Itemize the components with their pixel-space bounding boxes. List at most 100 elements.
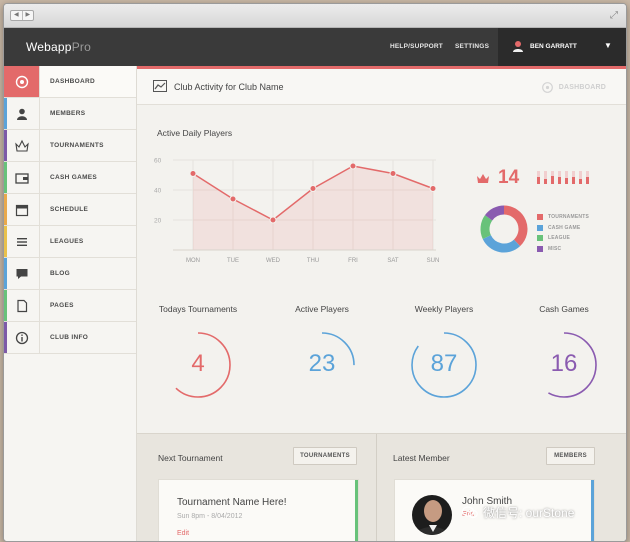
next-tournament-title: Next Tournament [158, 453, 223, 463]
member-name: John Smith [462, 496, 513, 507]
sidebar-stripe [4, 290, 7, 321]
mini-bar [544, 171, 547, 184]
list-icon [16, 237, 27, 246]
mini-bar [551, 171, 554, 184]
tournament-date: Sun 8pm - 8/04/2012 [177, 513, 243, 520]
data-point[interactable] [309, 185, 317, 192]
chat-icon [16, 268, 27, 279]
sidebar-item-blog[interactable]: BLOG [4, 258, 136, 290]
data-point[interactable] [229, 195, 237, 203]
page-title: Club Activity for Club Name [174, 82, 284, 92]
legend-item: LEAGUE [537, 233, 589, 244]
x-tick-label: TUE [227, 258, 239, 264]
x-tick-label: SUN [427, 258, 440, 264]
breadcrumb-label: DASHBOARD [558, 84, 606, 91]
accent-line [137, 66, 626, 69]
sidebar-item-label: MEMBERS [50, 110, 86, 117]
member-card[interactable]: John Smith Edit [394, 479, 595, 541]
members-button[interactable]: MEMBERS [546, 447, 595, 465]
sidebar-item-dashboard[interactable]: DASHBOARD [4, 66, 136, 98]
y-tick-label: 60 [154, 158, 162, 165]
legend-item: MISC [537, 244, 589, 255]
stat-gauge [531, 332, 597, 398]
wechat-icon [462, 506, 478, 519]
stat-title: Active Players [295, 304, 349, 314]
stat-gauge [289, 332, 355, 398]
breadcrumb[interactable]: DASHBOARD [541, 82, 606, 93]
donut-legend: TOURNAMENTS CASH GAME LEAGUE MISC [537, 212, 589, 254]
crown-icon [477, 173, 489, 183]
sidebar-item-label: CLUB INFO [50, 334, 89, 341]
legend-swatch [537, 235, 543, 242]
data-point[interactable] [189, 170, 197, 177]
legend-swatch [537, 245, 543, 252]
settings-link[interactable]: SETTINGS [455, 43, 490, 50]
latest-member-title: Latest Member [393, 453, 450, 463]
sidebar-item-schedule[interactable]: SCHEDULE [4, 194, 136, 226]
page-header: Club Activity for Club Name DASHBOARD [137, 69, 626, 105]
back-icon[interactable]: ◀ [13, 12, 19, 18]
x-tick-label: SAT [387, 258, 399, 264]
legend-label: TOURNAMENTS [548, 214, 589, 221]
mini-bar-fill [565, 178, 568, 184]
browser-window: ◀ ▶ ⤢ WebappPro HELP/SUPPORT SETTINGS BE… [3, 3, 627, 542]
sidebar-item-label: PAGES [50, 302, 74, 309]
mini-bar-fill [537, 177, 540, 184]
data-point[interactable] [429, 185, 437, 192]
sidebar-icon-cell [4, 66, 40, 97]
donut-slice[interactable] [482, 234, 521, 253]
sidebar-stripe [4, 66, 7, 97]
help-support-link[interactable]: HELP/SUPPORT [390, 43, 443, 50]
donut-chart [480, 205, 528, 253]
top-bar: WebappPro HELP/SUPPORT SETTINGS BEN GARR… [4, 28, 626, 66]
calendar-icon [15, 204, 28, 216]
sidebar-stripe [4, 130, 7, 161]
mini-bar-fill [544, 179, 547, 184]
tournament-card[interactable]: Tournament Name Here! Sun 8pm - 8/04/201… [158, 479, 359, 541]
user-icon [16, 108, 27, 120]
legend-swatch [537, 214, 543, 221]
legend-item: CASH GAME [537, 223, 589, 234]
legend-label: CASH GAME [548, 224, 581, 231]
fullscreen-icon[interactable]: ⤢ [610, 10, 618, 21]
edit-tournament-link[interactable]: Edit [177, 530, 190, 537]
sidebar-stripe [4, 162, 7, 193]
user-menu[interactable]: BEN GARRATT ▼ [498, 28, 626, 66]
sidebar-item-club-info[interactable]: CLUB INFO [4, 322, 136, 354]
donut-slice[interactable] [480, 215, 493, 240]
donut-slice[interactable] [484, 205, 505, 221]
app-logo[interactable]: WebappPro [26, 40, 91, 54]
sidebar-item-pages[interactable]: PAGES [4, 290, 136, 322]
history-nav: ◀ ▶ [10, 10, 34, 21]
data-point[interactable] [269, 216, 277, 224]
sidebar-item-cash-games[interactable]: CASH GAMES [4, 162, 136, 194]
donut-slice[interactable] [503, 205, 528, 247]
x-tick-label: FRI [348, 258, 358, 264]
chevron-down-icon: ▼ [604, 41, 612, 50]
forward-icon[interactable]: ▶ [21, 11, 34, 20]
sidebar-item-label: LEAGUES [50, 238, 84, 245]
legend-swatch [537, 224, 543, 231]
sidebar-item-leagues[interactable]: LEAGUES [4, 226, 136, 258]
legend-label: MISC [548, 245, 562, 252]
sidebar-icon-cell [4, 258, 40, 289]
data-point[interactable] [389, 170, 397, 177]
y-tick-label: 20 [154, 218, 162, 225]
sidebar-stripe [4, 258, 7, 289]
sidebar-icon-cell [4, 322, 40, 353]
sidebar-item-label: BLOG [50, 270, 70, 277]
sidebar-icon-cell [4, 130, 40, 161]
sidebar-item-label: CASH GAMES [50, 174, 98, 181]
stat-gauge [411, 332, 477, 398]
legend-label: LEAGUE [548, 235, 571, 242]
data-point[interactable] [349, 162, 357, 170]
tournaments-button[interactable]: TOURNAMENTS [293, 447, 357, 465]
sidebar-item-members[interactable]: MEMBERS [4, 98, 136, 130]
edit-member-link[interactable]: Edit [462, 511, 475, 518]
card-accent [591, 480, 594, 541]
stat-arc [165, 332, 231, 398]
sidebar-item-tournaments[interactable]: TOURNAMENTS [4, 130, 136, 162]
players-number: 14 [498, 167, 520, 188]
stat-arc [289, 332, 355, 398]
palette-icon [15, 75, 28, 88]
